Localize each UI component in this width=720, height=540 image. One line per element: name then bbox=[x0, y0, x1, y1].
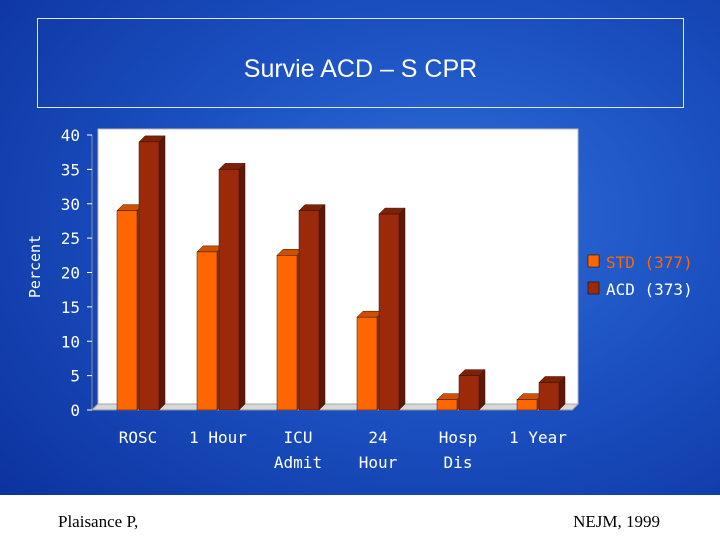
y-tick-label: 25 bbox=[61, 229, 80, 248]
footer-author: Plaisance P, bbox=[58, 512, 139, 531]
y-tick-label: 0 bbox=[70, 401, 80, 420]
bar-side bbox=[318, 204, 326, 411]
bar-side bbox=[158, 135, 166, 411]
bar-acd bbox=[138, 141, 160, 411]
y-tick-label: 40 bbox=[61, 126, 80, 145]
bar-std bbox=[196, 251, 218, 411]
bar-std bbox=[276, 255, 298, 411]
y-tick-label: 15 bbox=[61, 298, 80, 317]
plot-floor bbox=[90, 403, 580, 411]
x-tick-label: Hour bbox=[359, 453, 398, 472]
bar-side bbox=[398, 207, 406, 411]
y-tick-label: 20 bbox=[61, 264, 80, 283]
y-tick-label: 35 bbox=[61, 160, 80, 179]
footer-citation: NEJM, 1999 bbox=[573, 512, 660, 531]
legend-swatch bbox=[587, 281, 600, 295]
bar-std bbox=[356, 316, 378, 411]
y-tick-label: 30 bbox=[61, 195, 80, 214]
chart-title: Survie ACD – S CPR bbox=[243, 55, 478, 83]
x-tick-label: ICU bbox=[284, 428, 313, 447]
bar-acd bbox=[298, 210, 320, 411]
y-tick-label: 10 bbox=[61, 332, 80, 351]
x-tick-label: 24 bbox=[368, 428, 387, 447]
significance-star: * bbox=[522, 351, 540, 386]
legend-label: STD (377) bbox=[606, 253, 693, 272]
bar-acd bbox=[378, 213, 400, 411]
bar-std bbox=[436, 399, 458, 411]
bar-side bbox=[238, 162, 246, 411]
footer-bar bbox=[0, 495, 720, 540]
y-tick-label: 5 bbox=[70, 367, 80, 386]
x-tick-label: 1 Hour bbox=[189, 428, 247, 447]
x-tick-label: Hosp bbox=[439, 428, 478, 447]
bar-chart: 0 5 10 15 20 25 30 35 40 Percent ROSC 1 Hour ICU Admi… bbox=[26, 126, 693, 472]
annotation-pvalue: * p = 0.03 bbox=[420, 141, 522, 161]
x-tick-label: 1 Year bbox=[509, 428, 567, 447]
bar-side bbox=[478, 369, 486, 411]
bar-acd bbox=[458, 375, 480, 411]
x-tick-label: ROSC bbox=[119, 428, 158, 447]
x-tick-label: Admit bbox=[274, 453, 322, 472]
bar-acd bbox=[218, 169, 240, 411]
bar-std bbox=[516, 399, 538, 411]
title-box: Survie ACD – S CPR bbox=[37, 18, 684, 108]
y-axis-label: Percent bbox=[26, 235, 44, 298]
legend-swatch bbox=[587, 254, 600, 268]
legend-label: ACD (373) bbox=[606, 280, 693, 299]
x-tick-label: Dis bbox=[444, 453, 473, 472]
bar-std bbox=[116, 210, 138, 411]
bar-acd bbox=[538, 382, 560, 411]
